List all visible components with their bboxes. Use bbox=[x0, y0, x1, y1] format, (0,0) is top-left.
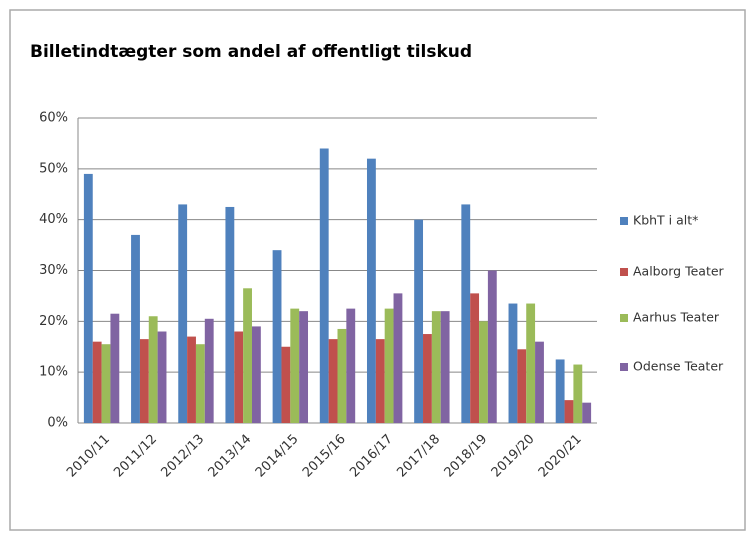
bar bbox=[148, 316, 158, 423]
legend-label: Aarhus Teater bbox=[633, 310, 720, 325]
bar bbox=[110, 313, 120, 423]
bar bbox=[243, 288, 252, 423]
legend-label: Odense Teater bbox=[633, 359, 724, 374]
bar bbox=[470, 293, 480, 423]
bar bbox=[299, 311, 309, 423]
legend-label: Aalborg Teater bbox=[633, 264, 725, 279]
y-tick-label: 0% bbox=[47, 416, 68, 431]
bar bbox=[517, 349, 527, 423]
y-tick-label: 30% bbox=[39, 263, 68, 278]
legend-swatch bbox=[620, 217, 628, 225]
bar bbox=[281, 346, 291, 423]
bar bbox=[195, 344, 205, 423]
bar bbox=[508, 303, 518, 423]
bar bbox=[526, 303, 536, 423]
legend-swatch bbox=[620, 363, 628, 371]
y-tick-label: 60% bbox=[39, 111, 68, 126]
bar bbox=[555, 359, 565, 423]
bar bbox=[423, 334, 432, 423]
y-tick-label: 10% bbox=[39, 365, 68, 380]
bar bbox=[461, 204, 471, 423]
bar bbox=[319, 148, 329, 423]
y-tick-label: 20% bbox=[39, 314, 68, 329]
y-tick-label: 40% bbox=[39, 212, 68, 227]
legend-swatch bbox=[620, 314, 628, 322]
bar bbox=[83, 173, 93, 423]
bar bbox=[564, 400, 574, 423]
bar bbox=[204, 318, 214, 423]
bar bbox=[479, 321, 488, 423]
bar bbox=[251, 326, 261, 423]
legend-label: KbhT i alt* bbox=[633, 213, 698, 228]
bar bbox=[187, 336, 196, 423]
bar bbox=[573, 364, 583, 423]
bar bbox=[131, 234, 140, 423]
bar bbox=[431, 311, 441, 423]
chart-title: Billetindtægter som andel af offentligt … bbox=[30, 42, 472, 62]
bar bbox=[384, 308, 394, 423]
bar bbox=[440, 311, 450, 423]
bar bbox=[366, 158, 376, 423]
y-tick-label: 50% bbox=[39, 161, 68, 176]
bar bbox=[234, 331, 244, 423]
bar bbox=[139, 339, 149, 423]
bar bbox=[487, 270, 497, 423]
bar bbox=[101, 344, 111, 423]
bar bbox=[346, 308, 356, 423]
legend-swatch bbox=[620, 268, 628, 276]
bar bbox=[272, 250, 282, 423]
bar bbox=[225, 206, 235, 423]
bar bbox=[535, 341, 544, 423]
bar bbox=[337, 328, 347, 423]
bar bbox=[414, 219, 424, 423]
bar bbox=[582, 402, 592, 423]
bar bbox=[92, 341, 102, 423]
bar bbox=[328, 339, 338, 423]
bar bbox=[375, 339, 385, 423]
bar bbox=[157, 331, 167, 423]
bar bbox=[290, 308, 300, 423]
bar bbox=[178, 204, 188, 423]
bar bbox=[393, 293, 403, 423]
